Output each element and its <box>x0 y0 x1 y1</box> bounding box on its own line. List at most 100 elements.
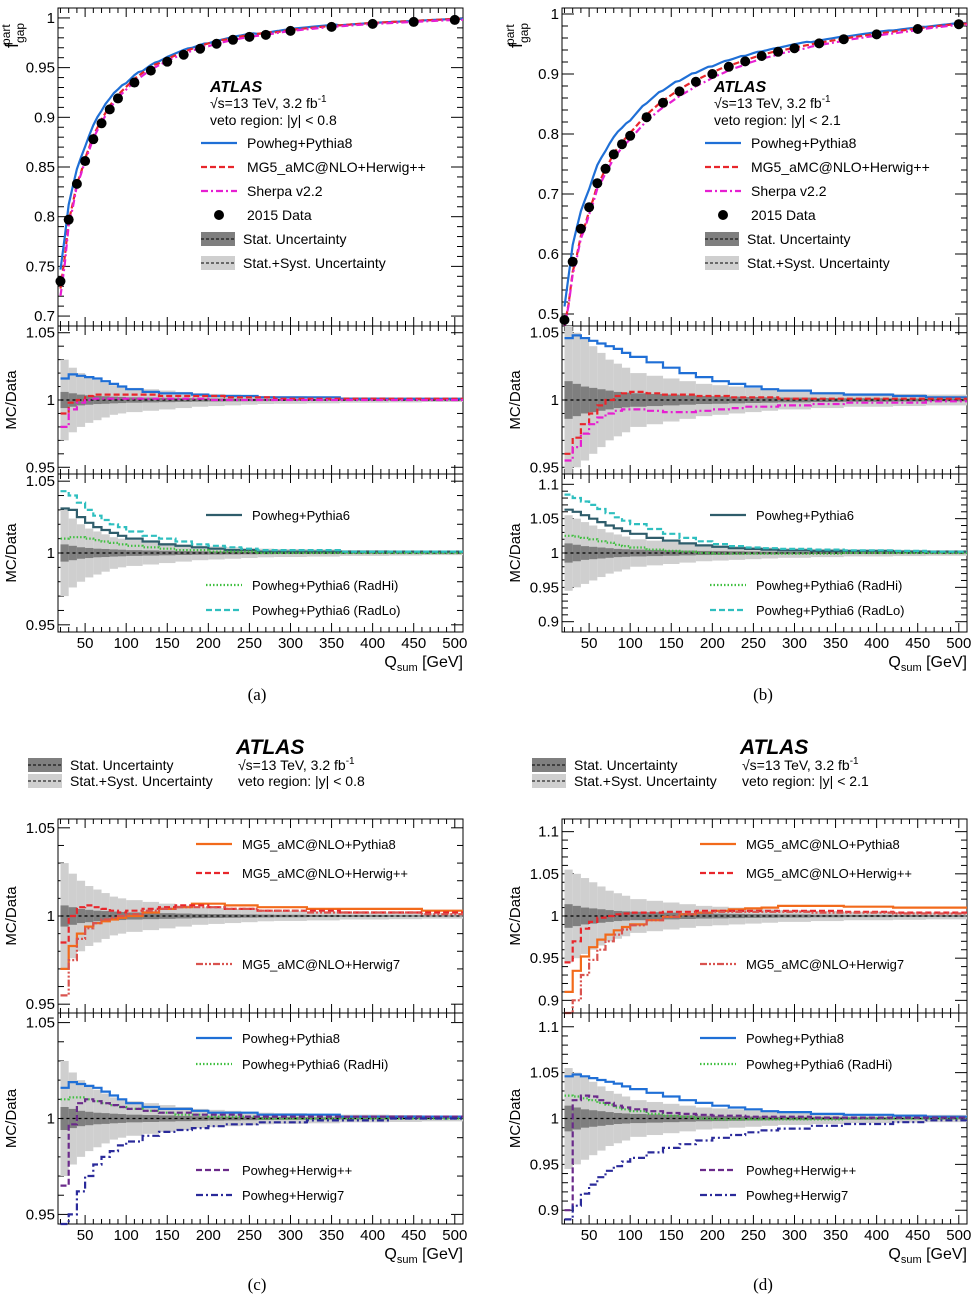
legend-label: Powheg+Herwig7 <box>746 1188 848 1203</box>
stat-band-bin <box>843 398 894 402</box>
ratio2-a-xtick-label: 50 <box>77 635 94 652</box>
data-point <box>592 178 603 189</box>
data-point <box>63 214 74 225</box>
data-point <box>600 163 611 174</box>
legend-label: Powheg+Herwig7 <box>242 1188 344 1203</box>
data-point <box>178 49 189 60</box>
caption: (d) <box>753 1275 773 1294</box>
ratio1-a-ytick-label: 1.05 <box>26 325 55 342</box>
ratio2-a-xtick-label: 300 <box>278 635 303 652</box>
ratio2-c-xtick-label: 300 <box>278 1227 303 1244</box>
stat-band-bin <box>389 399 422 401</box>
data-point <box>616 139 627 150</box>
legend-label: Sherpa v2.2 <box>247 183 323 199</box>
veto-label: veto region: |y| < 2.1 <box>742 773 869 789</box>
ratio2-c-xtick-label: 350 <box>319 1227 344 1244</box>
legend-label: MG5_aMC@NLO+Pythia8 <box>242 837 396 852</box>
data-point <box>773 46 784 57</box>
main-b-ytick-label: 1 <box>551 6 559 23</box>
stat-band-bin <box>810 914 844 918</box>
ratio2-b-xtick-label: 500 <box>946 635 971 652</box>
legend-label: Powheg+Pythia6 (RadHi) <box>756 578 902 593</box>
stat-band-bin <box>175 1115 192 1122</box>
main-b-ytick-label: 0.8 <box>538 126 559 143</box>
ratio2-b-ytick-label: 1.1 <box>538 476 559 493</box>
legend-label: MG5_aMC@NLO+Herwig++ <box>247 159 426 175</box>
legend-label: Powheg+Pythia6 (RadHi) <box>242 1057 388 1072</box>
data-point <box>260 29 271 40</box>
stat-band-bin <box>85 547 94 559</box>
stat-band-bin <box>224 551 242 555</box>
ratio2-c-xtick-label: 500 <box>442 1227 467 1244</box>
stat-band-bin <box>679 1115 696 1122</box>
ratio-y-label: MC/Data <box>3 886 20 946</box>
veto-label: veto region: |y| < 2.1 <box>714 112 841 128</box>
data-point <box>575 223 586 234</box>
stat-band-bin <box>843 1117 894 1120</box>
veto-label: veto region: |y| < 0.8 <box>210 112 337 128</box>
ratio1-d-series-mg5-amc-nlo-pythia8 <box>564 904 967 993</box>
x-axis-label: Qsum [GeV] <box>888 654 967 674</box>
ratio2-c-xtick-label: 150 <box>155 1227 180 1244</box>
legend-label: Stat.+Syst. Uncertainty <box>243 255 386 271</box>
data-point <box>641 112 652 123</box>
ratio2-d-xtick-label: 50 <box>581 1227 598 1244</box>
x-axis-label: Qsum [GeV] <box>384 654 463 674</box>
ratio2-c-ytick-label: 1 <box>47 1111 55 1128</box>
stat-band-bin <box>159 1115 176 1122</box>
ratio2-d-series-powheg-pythia6-radhi- <box>564 1094 967 1121</box>
main-a-ytick-label: 1 <box>47 10 55 27</box>
stat-band-bin <box>663 1114 680 1123</box>
stat-band-bin <box>605 548 614 558</box>
ratio1-d-ytick-label: 0.95 <box>530 950 559 967</box>
stat-band-bin <box>159 913 176 919</box>
ratio2-b-ytick-label: 1 <box>551 545 559 562</box>
legend-label: MG5_aMC@NLO+Herwig++ <box>242 866 408 881</box>
energy-label: √s=13 TeV, 3.2 fb-1 <box>238 756 355 773</box>
stat-band-bin <box>564 381 573 419</box>
ratio-y-label: MC/Data <box>507 886 524 946</box>
data-point <box>326 21 337 32</box>
legend-label: MG5_aMC@NLO+Herwig++ <box>746 866 912 881</box>
stat-band-bin <box>421 1117 463 1120</box>
stat-band-bin <box>605 390 614 410</box>
stat-band-bin <box>101 1113 110 1124</box>
ratio2-c-series-powheg-herwig- <box>60 1098 463 1187</box>
atlas-label: ATLAS <box>209 79 262 96</box>
data-point <box>690 76 701 87</box>
stat-band-bin <box>389 552 422 554</box>
stat-band-bin <box>589 1110 598 1127</box>
main-curve-sherpa-v2-2 <box>563 23 967 327</box>
caption: (b) <box>753 685 773 704</box>
stat-band-bin <box>925 915 967 917</box>
stat-band-bin <box>60 905 69 927</box>
ratio2-d-xtick-label: 400 <box>864 1227 889 1244</box>
stat-band-bin <box>101 911 110 921</box>
data-point <box>449 14 460 25</box>
data-point <box>71 178 82 189</box>
ratio1-d-ytick-label: 1.05 <box>530 866 559 883</box>
data-point <box>912 24 923 34</box>
data-point <box>80 156 91 167</box>
ratio2-d-xtick-label: 450 <box>905 1227 930 1244</box>
ratio2-a-xtick-label: 250 <box>237 635 262 652</box>
legend-label: Stat. Uncertainty <box>70 757 174 773</box>
main-curve-mg5-amc-nlo-herwig- <box>59 17 463 289</box>
ratio2-d-ytick-label: 0.95 <box>530 1156 559 1173</box>
stat-band-bin <box>728 396 746 404</box>
ratio2-b-xtick-label: 200 <box>700 635 725 652</box>
main-a-ytick-label: 0.8 <box>34 209 55 226</box>
ratio2-b-ytick-label: 0.9 <box>538 614 559 631</box>
veto-label: veto region: |y| < 0.8 <box>238 773 365 789</box>
data-point <box>567 256 578 267</box>
stat-band-bin <box>613 548 622 558</box>
ratio2-a-series-powheg-pythia6 <box>60 507 463 553</box>
ratio2-b-xtick-label: 100 <box>618 635 643 652</box>
caption: (a) <box>248 685 267 704</box>
ratio2-a-ytick-label: 0.95 <box>26 617 55 634</box>
data-point <box>707 69 718 79</box>
stat-band-bin <box>85 1111 94 1126</box>
data-point <box>211 38 222 49</box>
ratio1-c-ytick-label: 1 <box>47 908 55 925</box>
